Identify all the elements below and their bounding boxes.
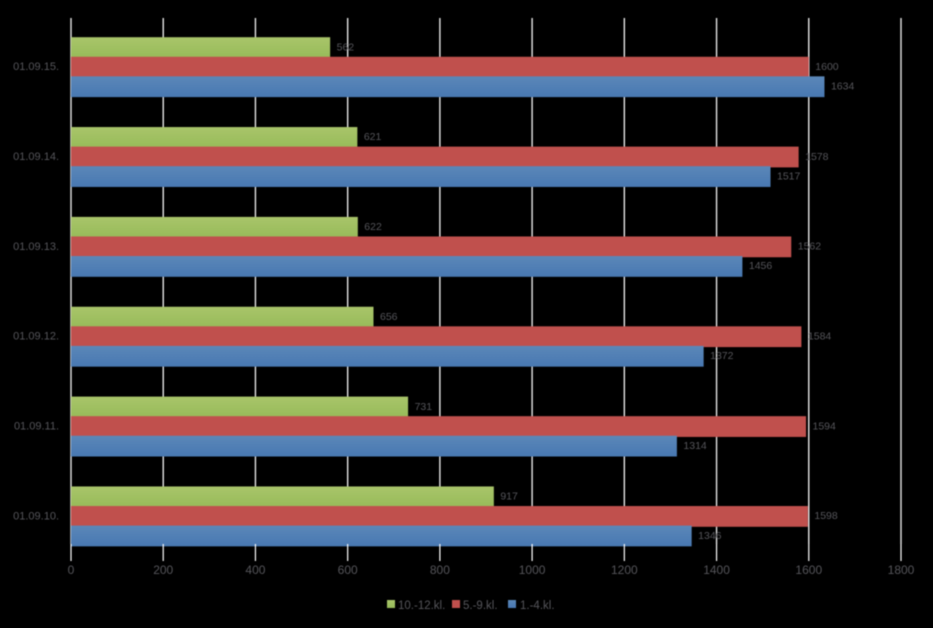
- svg-text:1346: 1346: [698, 530, 722, 542]
- svg-text:01.09.14.: 01.09.14.: [13, 151, 59, 163]
- svg-text:917: 917: [500, 491, 518, 503]
- svg-text:01.09.15.: 01.09.15.: [13, 61, 59, 73]
- svg-text:400: 400: [245, 563, 265, 577]
- svg-text:621: 621: [364, 131, 382, 143]
- svg-text:1800: 1800: [888, 563, 915, 577]
- svg-text:01.09.13.: 01.09.13.: [13, 241, 59, 253]
- svg-text:1562: 1562: [798, 241, 822, 253]
- svg-text:1594: 1594: [813, 420, 837, 432]
- svg-text:01.09.11.: 01.09.11.: [14, 420, 59, 432]
- svg-text:0: 0: [68, 563, 75, 577]
- svg-text:1600: 1600: [795, 563, 822, 577]
- svg-text:562: 562: [337, 41, 355, 53]
- svg-text:622: 622: [364, 221, 382, 233]
- svg-text:1000: 1000: [519, 563, 546, 577]
- svg-text:1578: 1578: [805, 151, 829, 163]
- svg-text:1314: 1314: [683, 440, 707, 452]
- svg-text:1634: 1634: [831, 81, 855, 93]
- svg-text:1584: 1584: [808, 330, 832, 342]
- svg-text:731: 731: [415, 401, 433, 413]
- svg-text:1372: 1372: [710, 350, 734, 362]
- svg-text:1456: 1456: [749, 260, 773, 272]
- svg-text:600: 600: [338, 563, 358, 577]
- svg-text:200: 200: [153, 563, 173, 577]
- svg-text:1600: 1600: [815, 61, 839, 73]
- svg-text:5.-9.kl.: 5.-9.kl.: [463, 600, 498, 612]
- svg-text:656: 656: [380, 311, 398, 323]
- svg-text:1200: 1200: [611, 563, 638, 577]
- svg-text:01.09.12.: 01.09.12.: [13, 331, 59, 343]
- svg-text:1.-4.kl.: 1.-4.kl.: [520, 600, 555, 612]
- svg-text:1598: 1598: [814, 510, 838, 522]
- svg-text:1400: 1400: [703, 563, 730, 577]
- svg-text:800: 800: [430, 563, 450, 577]
- svg-text:01.09.10.: 01.09.10.: [13, 510, 59, 522]
- svg-text:1517: 1517: [777, 170, 801, 182]
- svg-text:10.-12.kl.: 10.-12.kl.: [398, 600, 445, 612]
